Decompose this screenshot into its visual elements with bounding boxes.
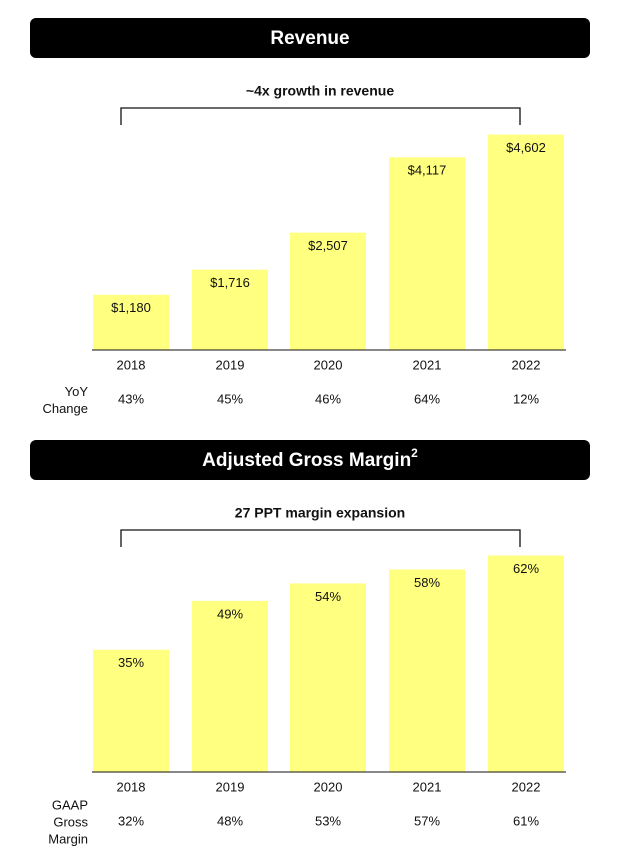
bar [389,569,465,772]
bar [93,294,169,350]
value-label: $4,602 [506,140,546,155]
row-value: 32% [118,813,144,828]
row-value: 46% [315,391,341,406]
x-tick-label: 2021 [413,357,442,372]
value-label: 35% [118,655,144,670]
bar [192,600,268,772]
annotation: 27 PPT margin expansion [235,505,405,521]
row-label: YoY Change [42,384,88,416]
row-value: 43% [118,391,144,406]
value-label: 54% [315,589,341,604]
title-bar [30,440,590,480]
value-label: $1,716 [210,275,250,290]
row-value: 45% [217,391,243,406]
x-tick-label: 2019 [216,779,245,794]
x-tick-label: 2020 [314,357,343,372]
bar [488,555,564,772]
x-tick-label: 2022 [512,357,541,372]
bracket [120,107,521,125]
bar [488,134,564,350]
value-label: 58% [414,575,440,590]
x-tick-label: 2022 [512,779,541,794]
value-label: 49% [217,606,243,621]
row-value: 57% [414,813,440,828]
value-label: $1,180 [111,300,151,315]
bar [290,583,366,772]
title-text: Adjusted Gross Margin [202,450,411,471]
title-superscript: 2 [411,446,418,460]
title-text: Revenue [270,28,349,49]
bar [389,157,465,350]
row-label: GAAP Gross Margin [48,797,88,847]
title-bar [30,18,590,58]
bar [290,232,366,350]
x-tick-label: 2020 [314,779,343,794]
bar [93,649,169,772]
value-label: $4,117 [408,163,447,178]
annotation: ~4x growth in revenue [246,83,394,99]
bracket [120,529,521,547]
x-tick-label: 2021 [413,779,442,794]
chart-title: Adjusted Gross Margin2 [202,446,418,471]
row-value: 61% [513,813,539,828]
x-tick-label: 2018 [117,779,146,794]
value-label: 62% [513,561,539,576]
row-value: 64% [414,391,440,406]
row-value: 48% [217,813,243,828]
bar [192,269,268,350]
row-value: 12% [513,391,539,406]
row-value: 53% [315,813,341,828]
x-tick-label: 2019 [216,357,245,372]
chart-title: Revenue [270,28,349,49]
value-label: $2,507 [308,238,348,253]
x-tick-label: 2018 [117,357,146,372]
